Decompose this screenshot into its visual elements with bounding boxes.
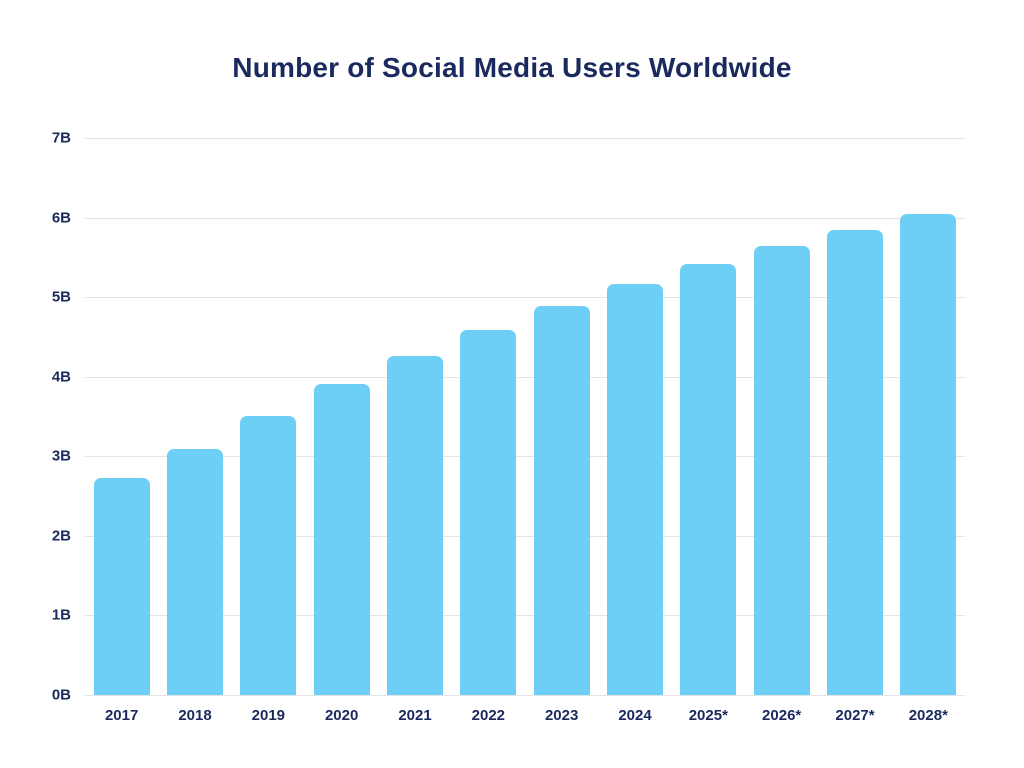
x-axis-tick-label: 2024 bbox=[618, 707, 652, 724]
bar-2025* bbox=[680, 264, 736, 695]
x-axis-tick-label: 2017 bbox=[104, 707, 139, 724]
x-axis-tick-label: 2019 bbox=[251, 707, 286, 724]
gridline bbox=[85, 695, 965, 696]
x-axis-tick-label: 2018 bbox=[178, 707, 212, 724]
y-axis-tick-label: 1B bbox=[51, 606, 71, 624]
gridline bbox=[85, 376, 965, 378]
gridline bbox=[85, 456, 965, 458]
x-axis-tick-label: 2026* bbox=[762, 707, 802, 724]
gridline bbox=[85, 217, 965, 219]
bar-2018 bbox=[167, 449, 223, 695]
bar-2028* bbox=[900, 214, 956, 695]
y-axis-tick-label: 3B bbox=[51, 447, 71, 465]
x-axis-tick-label: 2022 bbox=[471, 707, 506, 724]
x-axis-tick-label: 2021 bbox=[398, 707, 432, 724]
x-axis-tick-label: 2028* bbox=[908, 707, 948, 724]
bar-2017 bbox=[94, 478, 150, 695]
bar-2024 bbox=[607, 284, 663, 695]
x-axis-tick-label: 2025* bbox=[688, 707, 728, 724]
gridline bbox=[85, 297, 965, 299]
bar-2022 bbox=[460, 330, 516, 695]
y-axis-tick-label: 7B bbox=[51, 129, 71, 147]
y-axis-tick-label: 6B bbox=[51, 209, 71, 227]
bar-2020 bbox=[314, 384, 370, 695]
x-axis-tick-label: 2023 bbox=[544, 707, 579, 724]
gridline bbox=[85, 615, 965, 617]
gridline bbox=[85, 535, 965, 537]
y-axis-tick-label: 4B bbox=[51, 368, 71, 386]
chart-title: Number of Social Media Users Worldwide bbox=[232, 52, 792, 83]
bar-2021 bbox=[387, 356, 443, 695]
x-axis-tick-label: 2020 bbox=[324, 707, 359, 724]
y-axis-tick-label: 2B bbox=[51, 527, 71, 545]
plot-area: 0B 1B 2B 3B 4B 5B 6B 7B 2017 2018 2019 2020 2021 2022… bbox=[52, 130, 965, 724]
bar-2027* bbox=[827, 230, 883, 695]
x-axis-tick-label: 2027* bbox=[835, 707, 875, 724]
bar-2026* bbox=[754, 246, 810, 695]
y-axis-tick-label: 0B bbox=[51, 686, 71, 704]
bar-2023 bbox=[534, 306, 590, 695]
gridline bbox=[85, 138, 965, 139]
y-axis-tick-label: 5B bbox=[51, 288, 71, 306]
bar-2019 bbox=[240, 416, 296, 695]
